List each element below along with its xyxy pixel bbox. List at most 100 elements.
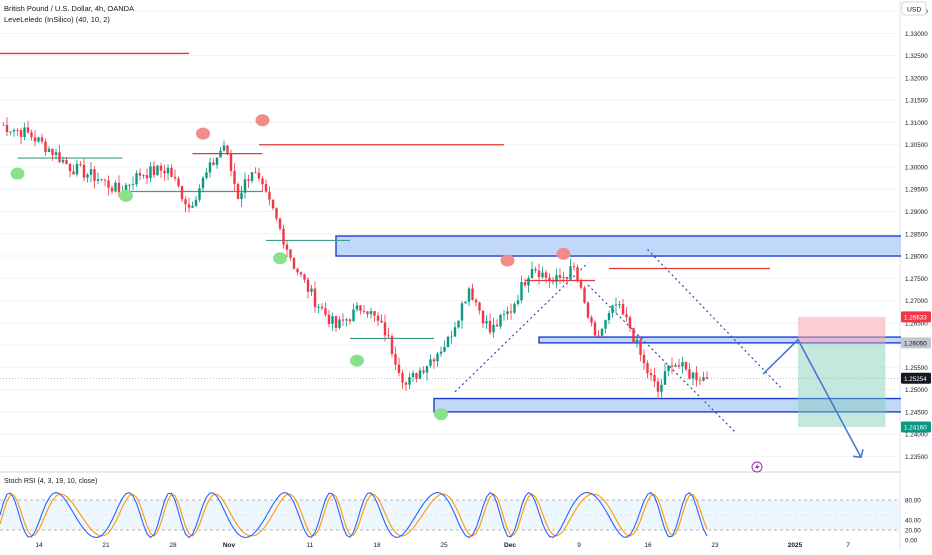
- candle[interactable]: [320, 306, 324, 309]
- candle[interactable]: [44, 141, 47, 152]
- candle[interactable]: [306, 279, 310, 292]
- candle[interactable]: [26, 127, 30, 133]
- candle[interactable]: [138, 172, 142, 176]
- candle[interactable]: [173, 176, 177, 179]
- candle[interactable]: [572, 266, 576, 268]
- stop-loss-zone[interactable]: [798, 316, 886, 343]
- candle[interactable]: [439, 351, 443, 354]
- candle[interactable]: [303, 274, 306, 280]
- zone-box[interactable]: [335, 235, 922, 257]
- candle[interactable]: [177, 178, 180, 187]
- candle[interactable]: [590, 317, 593, 323]
- candle[interactable]: [338, 319, 341, 328]
- candle[interactable]: [110, 187, 114, 192]
- candle[interactable]: [499, 314, 502, 327]
- candle[interactable]: [369, 311, 373, 315]
- candle[interactable]: [600, 328, 604, 336]
- candle[interactable]: [61, 159, 65, 163]
- candle[interactable]: [555, 275, 558, 283]
- candle[interactable]: [107, 180, 110, 188]
- candle[interactable]: [418, 370, 422, 379]
- candle[interactable]: [327, 314, 331, 324]
- candle[interactable]: [464, 301, 467, 304]
- candle[interactable]: [275, 208, 278, 219]
- candle[interactable]: [404, 382, 408, 385]
- candle[interactable]: [299, 272, 303, 275]
- candle[interactable]: [611, 305, 614, 314]
- candle[interactable]: [117, 182, 121, 193]
- take-profit-zone[interactable]: [798, 342, 886, 428]
- candle[interactable]: [65, 159, 68, 165]
- candle[interactable]: [292, 257, 296, 269]
- candle[interactable]: [576, 267, 579, 282]
- candle[interactable]: [653, 375, 656, 382]
- candle[interactable]: [229, 152, 233, 171]
- candle[interactable]: [355, 305, 359, 310]
- candle[interactable]: [86, 174, 89, 178]
- candle[interactable]: [341, 319, 345, 321]
- candle[interactable]: [506, 311, 509, 314]
- candle[interactable]: [72, 171, 75, 175]
- candle[interactable]: [96, 179, 100, 181]
- candle[interactable]: [40, 137, 44, 142]
- candle[interactable]: [47, 148, 51, 152]
- candle[interactable]: [471, 288, 474, 300]
- candle[interactable]: [261, 178, 264, 185]
- candle[interactable]: [390, 336, 394, 354]
- candle[interactable]: [660, 384, 663, 392]
- candle[interactable]: [5, 124, 9, 133]
- candle[interactable]: [198, 188, 201, 200]
- candle[interactable]: [520, 282, 523, 301]
- candle[interactable]: [446, 336, 450, 348]
- candle[interactable]: [422, 370, 425, 373]
- candle[interactable]: [681, 362, 684, 367]
- candle[interactable]: [33, 137, 37, 142]
- candle[interactable]: [635, 339, 639, 343]
- candle[interactable]: [387, 335, 390, 337]
- candle[interactable]: [215, 157, 219, 165]
- candle[interactable]: [677, 365, 681, 367]
- candle[interactable]: [19, 130, 23, 137]
- currency-badge[interactable]: [901, 1, 927, 16]
- candle[interactable]: [166, 167, 170, 174]
- candle[interactable]: [565, 277, 569, 279]
- candle[interactable]: [282, 228, 285, 245]
- candle[interactable]: [201, 177, 205, 189]
- candle[interactable]: [478, 302, 481, 311]
- candle[interactable]: [632, 328, 635, 343]
- candle[interactable]: [527, 278, 530, 286]
- candle[interactable]: [558, 275, 562, 278]
- candle[interactable]: [2, 124, 5, 126]
- candle[interactable]: [313, 288, 317, 308]
- candle[interactable]: [579, 281, 583, 288]
- candle[interactable]: [250, 172, 254, 181]
- candle[interactable]: [100, 179, 103, 180]
- candle[interactable]: [443, 347, 446, 352]
- candle[interactable]: [310, 288, 313, 292]
- candle[interactable]: [289, 249, 292, 258]
- candle[interactable]: [628, 317, 632, 329]
- candle[interactable]: [569, 266, 572, 279]
- candle[interactable]: [247, 179, 250, 181]
- trend-line[interactable]: [454, 262, 589, 393]
- candle[interactable]: [509, 311, 513, 313]
- candle[interactable]: [331, 316, 334, 324]
- candle[interactable]: [450, 336, 453, 338]
- candle[interactable]: [383, 322, 387, 336]
- candle[interactable]: [401, 372, 404, 383]
- candle[interactable]: [128, 184, 131, 186]
- candle[interactable]: [124, 184, 128, 193]
- candle[interactable]: [488, 320, 492, 333]
- candle[interactable]: [432, 359, 436, 362]
- candle[interactable]: [593, 322, 597, 336]
- candle[interactable]: [625, 314, 628, 318]
- candle[interactable]: [233, 170, 236, 184]
- candle[interactable]: [159, 165, 163, 171]
- candle[interactable]: [345, 319, 348, 321]
- candle[interactable]: [194, 199, 198, 206]
- candle[interactable]: [243, 179, 247, 193]
- candle[interactable]: [359, 305, 362, 311]
- candle[interactable]: [149, 166, 152, 179]
- candle[interactable]: [436, 353, 439, 362]
- candle[interactable]: [212, 162, 215, 165]
